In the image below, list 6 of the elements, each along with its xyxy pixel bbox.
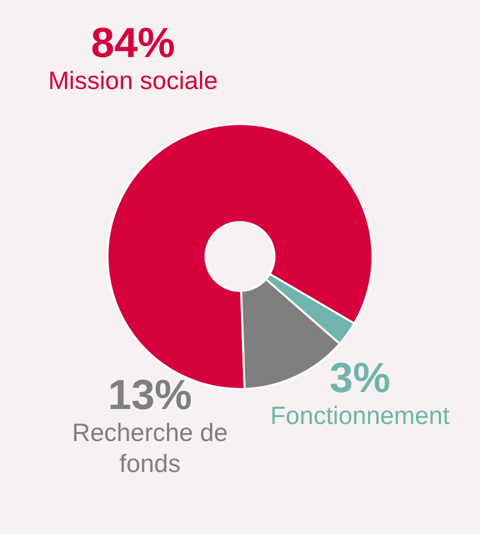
data-label: 3% xyxy=(328,354,392,401)
slice-label: Recherche de fonds xyxy=(71,418,229,480)
slice-label: Mission sociale xyxy=(47,66,219,97)
data-label: 84% xyxy=(90,19,176,66)
slice-label: Fonctionnement xyxy=(269,401,451,432)
data-label: 13% xyxy=(106,371,194,418)
